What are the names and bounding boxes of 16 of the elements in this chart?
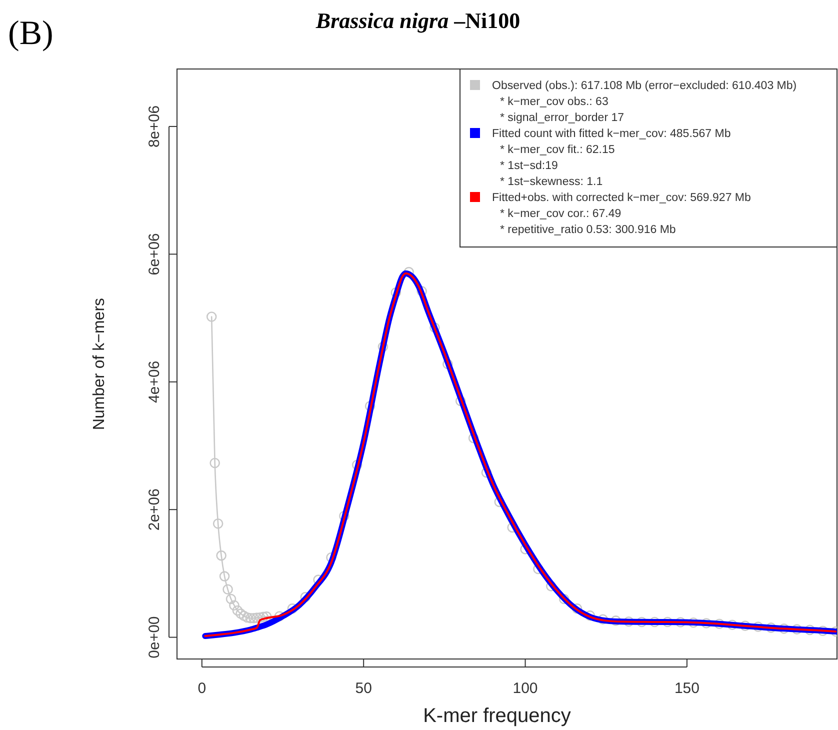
x-tick-label: 50 <box>355 680 372 697</box>
y-axis-title: Number of k−mers <box>91 298 108 430</box>
y-tick-label: 6e+06 <box>146 233 163 276</box>
legend-label: Fitted count with fitted k−mer_cov: 485.567 Mb * k−mer_cov fit.: 62.15 * 1st−sd:19 * 1st−skewness: 1.1 <box>492 128 731 188</box>
legend-label: Fitted+obs. with corrected k−mer_cov: 569.927 Mb * k−mer_cov cor.: 67.49 * repetitive_ratio 0.53: 300.916 Mb <box>492 192 751 236</box>
chart-title: Brassica nigra –Ni100 <box>314 8 520 33</box>
legend-label: Observed (obs.): 617.108 Mb (error−excluded: 610.403 Mb) * k−mer_cov obs.: 63 * signal_error_border 17 <box>492 80 797 124</box>
x-tick-label: 100 <box>512 680 538 697</box>
y-tick-label: 8e+06 <box>146 105 163 148</box>
x-tick-label: 150 <box>674 680 700 697</box>
y-tick-label: 0e+00 <box>146 616 163 658</box>
y-tick-label: 4e+06 <box>146 360 163 403</box>
text: (B) <box>8 15 54 52</box>
x-tick-label: 0 <box>198 680 206 697</box>
x-axis-title: K-mer frequency <box>423 705 571 727</box>
y-tick-label: 2e+06 <box>146 488 163 531</box>
